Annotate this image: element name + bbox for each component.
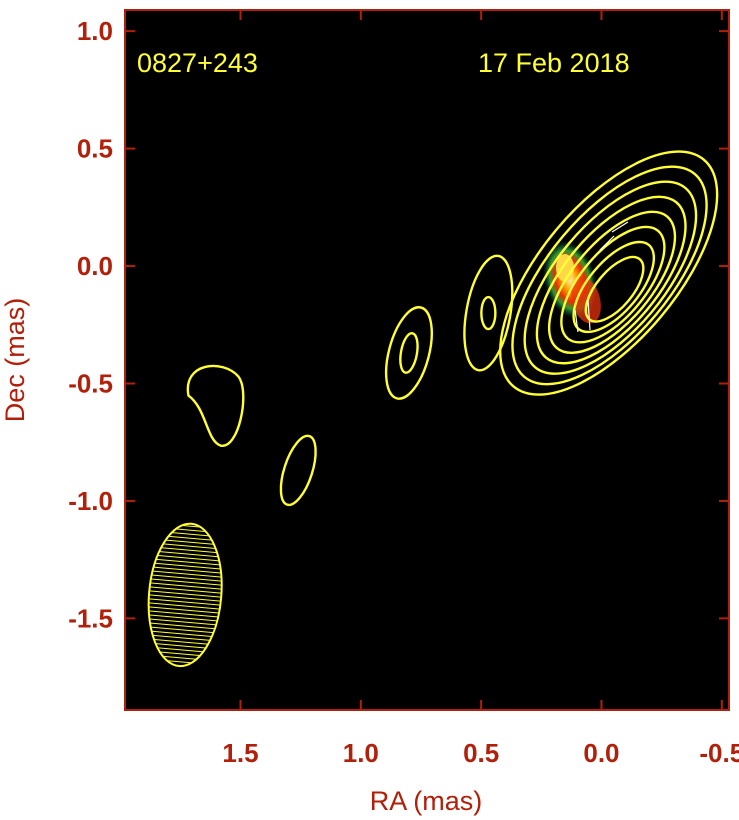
y-tick-label: 0.5	[77, 134, 113, 164]
contour-core-level	[523, 180, 698, 375]
evpa-tick	[587, 299, 591, 331]
beam	[147, 522, 223, 668]
plot-frame	[124, 9, 730, 711]
x-tick-label: 0.5	[463, 738, 499, 768]
contour-knot-inner	[399, 332, 419, 374]
x-axis-title: RA (mas)	[370, 786, 483, 816]
contour-core-level	[572, 240, 656, 334]
y-tick-label: -1.5	[68, 603, 113, 633]
date-label: 17 Feb 2018	[478, 48, 630, 78]
contour-core-level	[560, 225, 666, 344]
evpa-tick	[611, 221, 629, 233]
x-tick-label: 1.0	[343, 738, 379, 768]
axes: 1.5 1.0 0.5 0.0 -0.5 1.0 0.5 0.0 -0.5 -1.0 -1.5	[68, 10, 739, 768]
contour-core-level	[499, 150, 719, 396]
contour-knot-outer	[463, 254, 514, 372]
x-tick-label: -0.5	[699, 738, 739, 768]
contour-core-level	[535, 195, 687, 365]
contour-knot	[186, 364, 245, 447]
y-tick-label: 0.0	[77, 251, 113, 281]
evpa-tick	[574, 309, 579, 333]
x-tick-label: 0.0	[583, 738, 619, 768]
polarization-ticks	[574, 221, 629, 333]
y-tick-label: -0.5	[68, 368, 113, 398]
y-axis-title: Dec (mas)	[0, 298, 30, 423]
beam-ellipse	[147, 522, 223, 668]
source-label: 0827+243	[137, 48, 258, 78]
contour-knot-outer	[384, 306, 433, 400]
contour-knot	[279, 434, 317, 507]
y-tick-label: -1.0	[68, 486, 113, 516]
y-tick-label: 1.0	[77, 16, 113, 46]
x-tick-label: 1.5	[222, 738, 258, 768]
contour-core-level	[511, 165, 708, 386]
contour-knot-inner	[480, 295, 497, 331]
evpa-tick	[599, 235, 615, 251]
contour-core-level	[547, 210, 677, 355]
contour-layer	[186, 150, 719, 507]
